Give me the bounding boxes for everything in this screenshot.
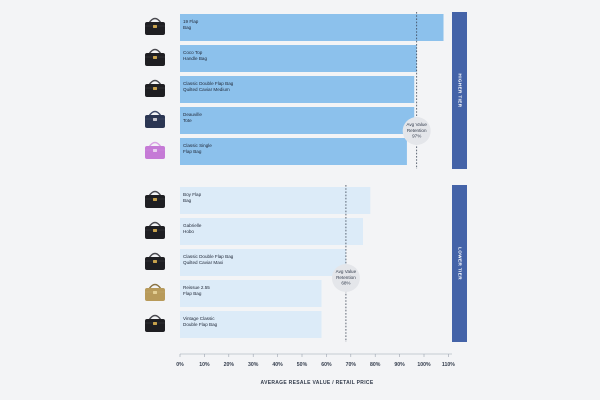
bar-group-higher-tier: 19 Flap Bag Coco Top Handle Bag Classic Doub… — [145, 12, 467, 169]
bar — [180, 280, 322, 307]
bar-row: Deauville Tote — [145, 107, 415, 134]
x-tick-label: 20% — [224, 362, 235, 368]
x-tick-label: 10% — [199, 362, 210, 368]
black-classic-maxi-flap-bag-icon — [145, 252, 165, 270]
bar-row: Classic Double Flap Bag Quilted Caviar Ma… — [145, 249, 346, 276]
tier-label: HIGHER TIER — [457, 73, 462, 107]
bar-row: Boy Flap Bag — [145, 187, 371, 214]
bar-groups: 19 Flap Bag Coco Top Handle Bag Classic Doub… — [145, 12, 467, 342]
bar-label: Vintage Classic Double Flap Bag — [183, 316, 218, 327]
avg-label: Avg Value Retention 97% — [406, 122, 427, 139]
x-tick-label: 0% — [176, 362, 184, 368]
bar-row: Vintage Classic Double Flap Bag — [145, 311, 322, 338]
bar — [180, 218, 363, 245]
black-vintage-classic-flap-bag-icon — [145, 314, 165, 332]
tier-strip — [452, 185, 467, 342]
bar-label: Classic Single Flap Bag — [183, 143, 212, 154]
bar-label: Classic Double Flap Bag Quilted Caviar Ma… — [183, 254, 234, 265]
avg-badge — [402, 117, 431, 145]
bar-row: Classic Single Flap Bag — [145, 138, 407, 165]
bar-row: Classic Double Flap Bag Quilted Caviar Me… — [145, 76, 415, 103]
x-tick-label: 110% — [442, 362, 455, 368]
x-tick-label: 70% — [346, 362, 357, 368]
bar-label: Deauville Tote — [183, 112, 202, 123]
bar-row: 19 Flap Bag — [145, 14, 444, 41]
black-19-flap-bag-icon — [145, 17, 165, 35]
bar — [180, 138, 407, 165]
bar — [180, 45, 417, 72]
x-tick-label: 40% — [272, 362, 283, 368]
black-gabrielle-hobo-icon — [145, 221, 165, 239]
x-tick-label: 80% — [370, 362, 381, 368]
x-axis-title: AVERAGE RESALE VALUE / RETAIL PRICE — [261, 380, 374, 386]
avg-label: Avg Value Retention 68% — [336, 269, 357, 286]
bar — [180, 107, 415, 134]
navy-deauville-tote-icon — [145, 110, 165, 128]
gold-reissue-255-flap-bag-icon — [145, 283, 165, 301]
x-tick-label: 30% — [248, 362, 259, 368]
bar-label: Coco Top Handle Bag — [183, 50, 207, 61]
tier-strip — [452, 12, 467, 169]
x-tick-label: 60% — [321, 362, 332, 368]
bar-label: Classic Double Flap Bag Quilted Caviar Me… — [183, 81, 234, 92]
bar-row: Gabrielle Hobo — [145, 218, 363, 245]
bar — [180, 76, 415, 103]
bar-row: Reissue 2.55 Flap Bag — [145, 280, 322, 307]
x-tick-label: 90% — [394, 362, 405, 368]
bar-group-lower-tier: Boy Flap Bag Gabrielle Hobo Classic Double F… — [145, 185, 467, 342]
black-coco-top-handle-bag-icon — [145, 48, 165, 66]
x-axis: 0% 10% 20% 30% 40% 50% 60% 70% 80% 90% 100% 110% — [176, 353, 455, 368]
bar-label: Boy Flap Bag — [183, 192, 202, 203]
bar — [180, 14, 444, 41]
x-tick-label: 100% — [417, 362, 431, 368]
black-classic-double-flap-bag-icon — [145, 79, 165, 97]
black-boy-flap-bag-icon — [145, 190, 165, 208]
bar-row: Coco Top Handle Bag — [145, 45, 417, 72]
bar — [180, 187, 371, 214]
bar-label: Gabrielle Hobo — [183, 223, 202, 234]
bar — [180, 311, 322, 338]
avg-badge — [331, 264, 360, 292]
bar-label: 19 Flap Bag — [183, 19, 199, 30]
x-tick-label: 50% — [297, 362, 308, 368]
tier-label: LOWER TIER — [457, 247, 462, 280]
pink-classic-single-flap-bag-icon — [145, 141, 165, 159]
bar-label: Reissue 2.55 Flap Bag — [183, 285, 210, 296]
bar — [180, 249, 346, 276]
